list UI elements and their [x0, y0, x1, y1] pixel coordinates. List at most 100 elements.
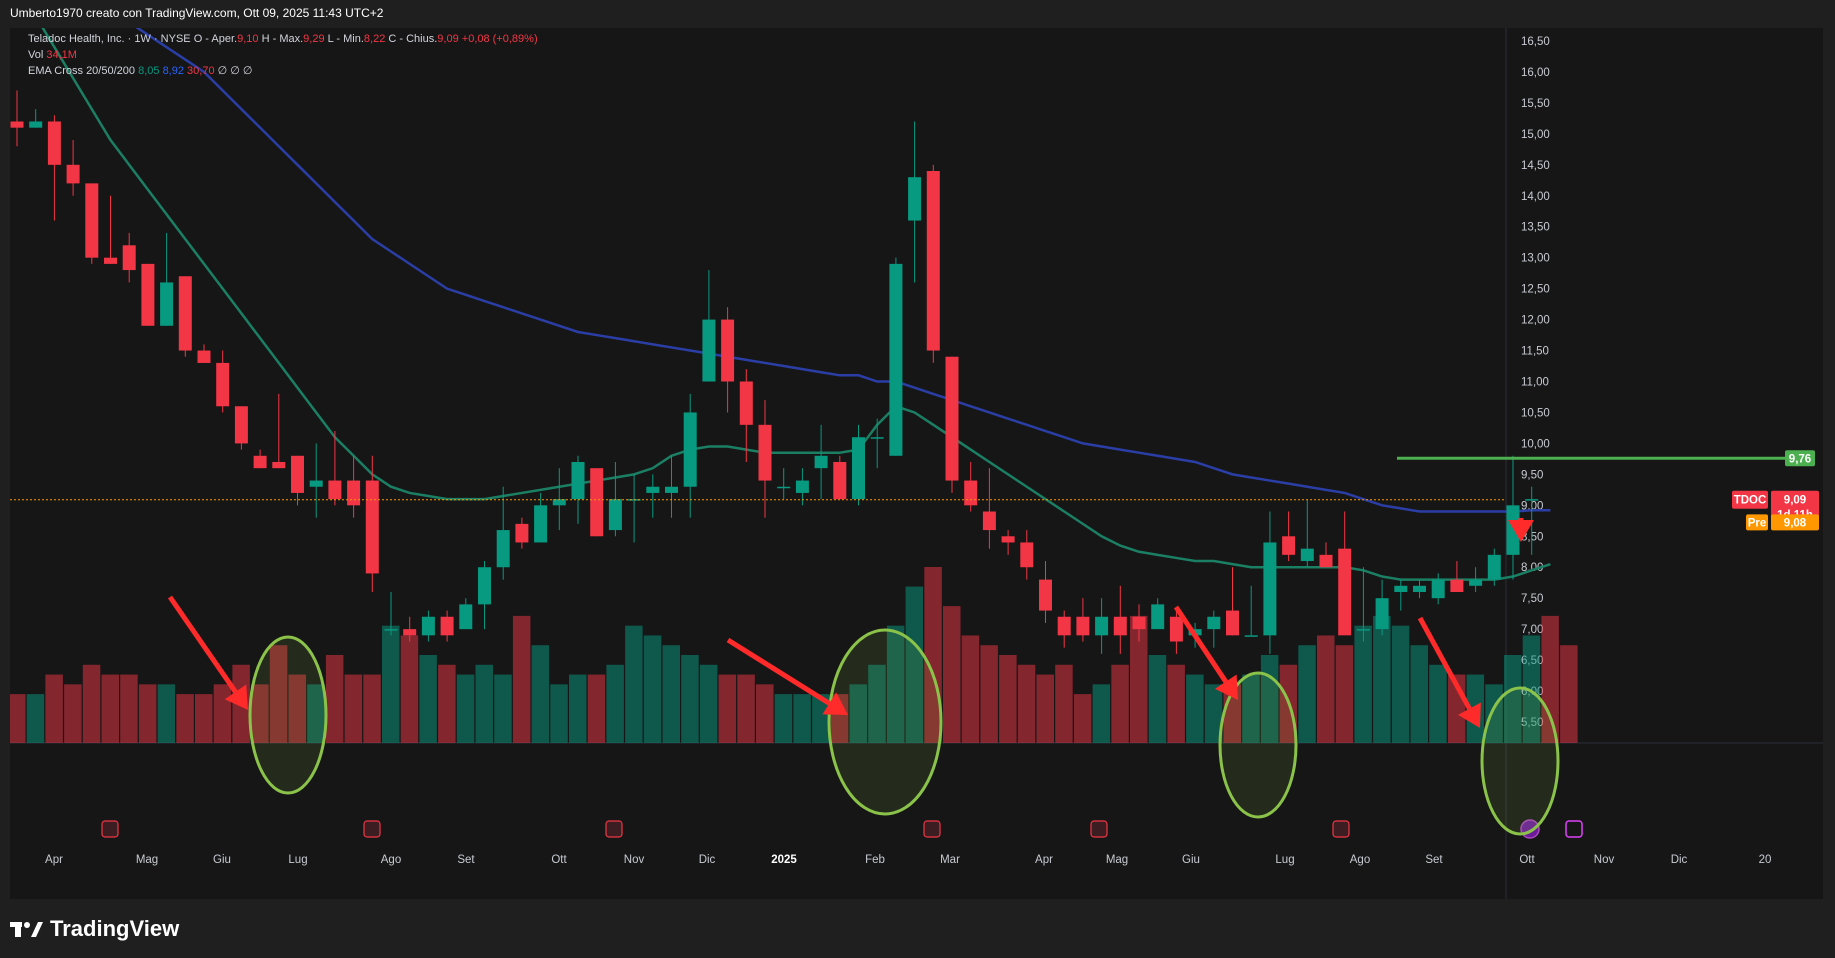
earnings-icon [1332, 820, 1350, 838]
volume-bar [475, 664, 493, 743]
volume-bar [1410, 645, 1428, 743]
candle-body [104, 257, 117, 264]
earnings-icon [1090, 820, 1108, 838]
candle-body [178, 276, 192, 351]
candle-body [1450, 579, 1464, 592]
candle-body [1076, 616, 1090, 636]
price-chart[interactable]: 16,50 16,00 15,50 15,00 14,50 14,00 13,50 13,00… [10, 28, 1823, 899]
volume-bar [1130, 615, 1148, 743]
x-axis-label: Ott [551, 854, 567, 866]
change-value: +0,08 (+0,89%) [461, 33, 538, 45]
y-tick-label: 7,50 [1521, 593, 1543, 605]
candle-body [777, 486, 791, 489]
volume-bar [587, 674, 606, 743]
low-value: 8,22 [363, 33, 386, 45]
candle-body [1020, 542, 1034, 568]
volume-bar [494, 674, 512, 743]
volume-bar [999, 655, 1017, 743]
y-tick-label: 10,50 [1521, 407, 1550, 419]
volume-bar [1504, 655, 1522, 743]
open-value: 9,10 [237, 33, 259, 45]
volume-bar [681, 655, 699, 743]
candle-body [1319, 554, 1333, 568]
candle-body [1151, 604, 1165, 630]
volume-bar [1317, 635, 1335, 743]
candle-body [216, 362, 230, 407]
resistance-badge [1785, 450, 1815, 467]
x-axis-label: Lug [288, 854, 307, 866]
candle-body [141, 263, 155, 326]
volume-bar [1073, 694, 1092, 743]
candle-body [234, 406, 248, 444]
x-axis-label: Mar [940, 854, 960, 866]
volume-bar [1354, 625, 1372, 743]
volume-bar [26, 694, 45, 743]
candle-body [814, 455, 828, 469]
volume-bar [737, 674, 755, 743]
candle-body [1469, 579, 1483, 586]
x-axis-label: 2025 [771, 854, 797, 866]
screenshot-header: Umberto1970 creato con TradingView.com, … [0, 0, 1835, 28]
candle-body [758, 424, 772, 481]
volume-bar [45, 674, 63, 743]
volume-bar [419, 655, 437, 743]
volume-bar [886, 625, 905, 743]
candle-body [571, 461, 585, 500]
ema20-value: 8,05 [138, 65, 160, 77]
earnings-icon [923, 820, 941, 838]
candle-body [665, 486, 678, 493]
x-axis-label: Set [1425, 854, 1443, 866]
candle-body [1300, 548, 1314, 562]
candle-body [534, 505, 548, 543]
high-value: 9,29 [303, 33, 325, 45]
candle-body [1207, 616, 1221, 630]
candle-body [272, 461, 286, 469]
candle-body [964, 480, 978, 506]
candle-body [122, 245, 136, 271]
volume-bar [1111, 664, 1129, 743]
candle-body [1113, 616, 1127, 636]
earnings-icon [605, 820, 623, 838]
candle-body [608, 499, 622, 531]
candle-body [908, 177, 922, 221]
volume-bar [288, 674, 306, 743]
volume-bar [905, 586, 924, 743]
symbol-name: Teladoc Health, Inc. · 1W · NYSE [28, 33, 191, 45]
candle-body [590, 468, 604, 537]
candle-body [29, 121, 43, 128]
pre-value-text: 9,08 [1784, 517, 1807, 529]
ticker-badge-text: TDOC [1734, 495, 1767, 507]
volume-bar [512, 615, 531, 743]
volume-bar [456, 674, 475, 743]
volume-label: Vol [28, 49, 44, 61]
x-axis-label: Feb [865, 854, 885, 866]
candle-body [1487, 554, 1501, 580]
candle-body [646, 486, 660, 493]
legend-ema: EMA Cross 20/50/200 8,05 8,92 30,70 ∅ ∅ … [28, 64, 253, 77]
tradingview-logo[interactable]: TradingView [10, 916, 179, 942]
y-tick-label: 10,00 [1521, 438, 1550, 450]
candle-body [496, 530, 510, 568]
candle-body [1263, 542, 1277, 636]
volume-bar [101, 674, 119, 743]
pre-label-text: Pre [1748, 517, 1767, 529]
candle-body [683, 412, 697, 487]
last-price-badge-text: 9,09 [1784, 495, 1806, 507]
chart-area[interactable]: 16,50 16,00 15,50 15,00 14,50 14,00 13,50 13,00… [10, 28, 1823, 899]
volume-bar [756, 684, 774, 743]
header-text: Umberto1970 creato con TradingView.com, … [10, 6, 384, 20]
candle-body [291, 455, 304, 493]
annotation-arrow [726, 637, 848, 715]
candle-body [459, 604, 473, 630]
volume-bar [344, 674, 363, 743]
x-axis-label: Mag [136, 854, 158, 866]
volume-bar [793, 694, 811, 743]
y-tick-label: 16,00 [1521, 67, 1550, 79]
volume-bar [1036, 674, 1054, 743]
candle-body [328, 480, 342, 500]
volume-bar [213, 684, 232, 743]
candle-body [982, 511, 996, 531]
candle-body [1095, 616, 1109, 636]
candle-body [478, 567, 491, 605]
volume-bar [251, 684, 269, 743]
